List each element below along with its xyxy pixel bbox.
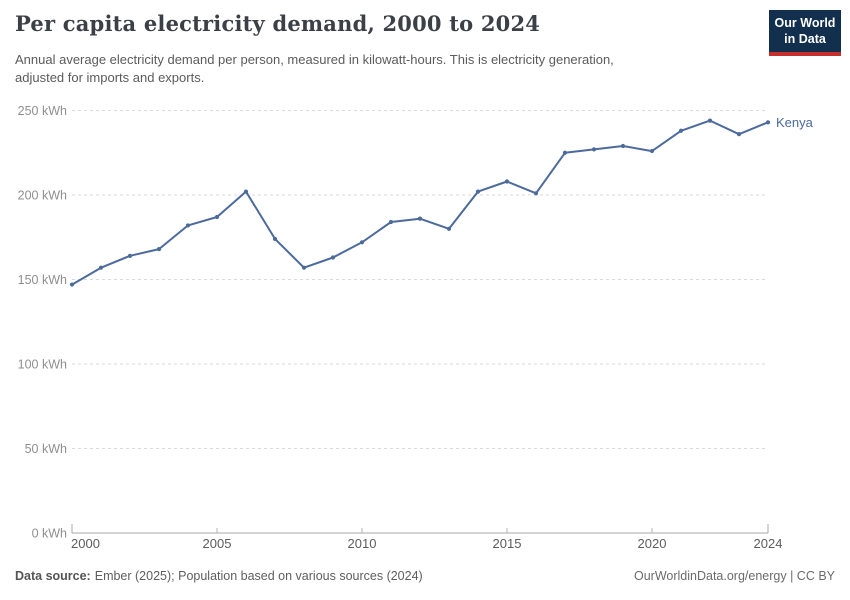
y-axis-tick-label: 100 kWh	[18, 357, 67, 371]
x-axis-tick-label: 2024	[754, 536, 783, 551]
data-point-marker[interactable]	[359, 240, 365, 245]
x-axis-tick-label: 2020	[638, 536, 667, 551]
data-source-note: Data source: Ember (2025); Population bas…	[15, 569, 423, 583]
data-point-marker[interactable]	[156, 246, 162, 252]
x-axis-tick-label: 2000	[71, 536, 100, 551]
data-point-marker[interactable]	[301, 265, 307, 270]
data-point-marker[interactable]	[388, 219, 394, 225]
y-axis-tick-label: 250 kWh	[18, 104, 67, 118]
data-point-marker[interactable]	[214, 214, 220, 220]
data-point-marker[interactable]	[127, 253, 133, 258]
data-source-label: Data source:	[15, 569, 91, 583]
series-label[interactable]: Kenya	[776, 115, 814, 130]
data-point-marker[interactable]	[620, 143, 626, 149]
owid-logo[interactable]: Our World in Data	[769, 10, 841, 57]
x-axis-tick-label: 2015	[493, 536, 522, 551]
data-point-marker[interactable]	[272, 236, 278, 242]
data-point-marker[interactable]	[562, 150, 568, 155]
data-point-marker[interactable]	[185, 223, 191, 228]
data-point-marker[interactable]	[330, 255, 336, 260]
data-point-marker[interactable]	[591, 147, 597, 152]
chart-title: Per capita electricity demand, 2000 to 2…	[15, 11, 541, 36]
data-point-marker[interactable]	[678, 128, 684, 133]
data-point-marker[interactable]	[243, 189, 249, 194]
data-point-marker[interactable]	[446, 226, 452, 231]
data-source-text: Ember (2025); Population based on variou…	[94, 569, 423, 583]
y-axis-tick-label: 0 kWh	[32, 526, 67, 540]
x-axis-tick-label: 2010	[348, 536, 377, 551]
data-point-marker[interactable]	[98, 265, 104, 270]
y-axis-tick-label: 50 kWh	[25, 442, 67, 456]
chart-subtitle-line2: adjusted for imports and exports.	[15, 70, 205, 86]
y-axis-tick-label: 150 kWh	[18, 273, 67, 287]
y-axis-tick-label: 200 kWh	[18, 188, 67, 202]
chart-subtitle: Annual average electricity demand per pe…	[15, 51, 614, 88]
data-point-marker[interactable]	[649, 148, 655, 154]
data-line[interactable]	[71, 119, 769, 286]
data-point-marker[interactable]	[736, 132, 742, 137]
owid-logo-line1: Our World	[774, 16, 836, 30]
credit-link[interactable]: OurWorldinData.org/energy | CC BY	[633, 569, 835, 583]
chart-subtitle-line1: Annual average electricity demand per pe…	[15, 52, 614, 67]
data-point-marker[interactable]	[475, 189, 481, 194]
owid-logo-line2: in Data	[784, 31, 826, 46]
data-point-marker[interactable]	[69, 282, 75, 287]
data-point-marker[interactable]	[417, 216, 423, 221]
data-point-marker[interactable]	[707, 118, 713, 123]
data-point-marker[interactable]	[504, 179, 510, 184]
data-point-marker[interactable]	[765, 120, 771, 125]
x-axis-tick-label: 2005	[203, 536, 232, 551]
data-point-marker[interactable]	[533, 191, 539, 196]
